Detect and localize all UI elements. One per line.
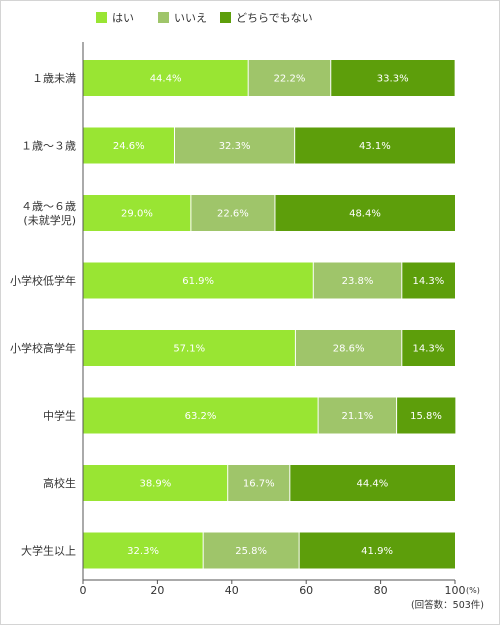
bar-1-0 [83, 127, 175, 164]
bar-6-0 [83, 465, 228, 501]
bar-value-label-4-2: 14.3% [413, 344, 445, 355]
category-label-1-0: １歳～３歳 [21, 140, 76, 153]
bars: 44.4% 22.2% 33.3% 24.6% 32.3% 43.1% 29.0% 22.6%… [83, 60, 456, 569]
legend-label-0: はい [112, 12, 134, 25]
response-count-note: (回答数：503件) [411, 599, 484, 611]
bar-7-2 [299, 532, 455, 569]
bar-value-label-5-2: 15.8% [410, 411, 442, 422]
category-label-0-0: １歳未満 [32, 72, 76, 85]
bar-value-label-7-1: 25.8% [235, 546, 267, 557]
bar-value-label-5-1: 21.1% [341, 411, 373, 422]
bar-value-label-0-2: 33.3% [377, 74, 409, 85]
bar-3-0 [83, 262, 314, 299]
legend-swatch-0 [96, 12, 107, 23]
bar-1-1 [174, 127, 295, 164]
bar-5-1 [318, 397, 397, 434]
bar-4-2 [401, 330, 455, 366]
bar-value-label-3-1: 23.8% [342, 276, 374, 287]
bar-4-0 [83, 330, 296, 366]
bar-6-2 [289, 465, 455, 501]
bar-value-label-1-1: 32.3% [219, 141, 251, 152]
bar-2-1 [190, 195, 275, 231]
legend-swatch-1 [158, 12, 169, 23]
category-label-2-1: (未就学児) [23, 213, 76, 227]
bar-value-label-3-2: 14.3% [413, 276, 445, 287]
bar-value-label-5-0: 63.2% [185, 411, 217, 422]
bar-value-label-2-2: 48.4% [349, 209, 381, 220]
bar-4-1 [295, 330, 402, 366]
bar-value-label-4-0: 57.1% [173, 344, 205, 355]
x-unit-label: (%) [466, 586, 480, 595]
x-tick-label-2: 40 [225, 584, 239, 597]
legend-label-2: どちらでもない [236, 12, 313, 25]
bar-0-1 [248, 60, 331, 96]
bar-value-label-6-0: 38.9% [139, 479, 171, 490]
category-labels: １歳未満 １歳～３歳 ４歳～６歳(未就学児) 小学校低学年小学校高学年中学生高校生大学… [10, 72, 76, 558]
category-label-3-0: 小学校低学年 [10, 274, 76, 288]
x-tick-label-0: 0 [80, 584, 87, 597]
bar-0-0 [83, 60, 249, 96]
bar-value-label-0-0: 44.4% [150, 74, 182, 85]
bar-value-label-7-2: 41.9% [361, 546, 393, 557]
category-label-4-0: 小学校高学年 [10, 341, 76, 355]
bar-7-0 [83, 532, 204, 569]
bar-5-2 [396, 397, 456, 434]
bar-value-label-1-0: 24.6% [113, 141, 145, 152]
bar-7-1 [203, 532, 300, 569]
bar-1-2 [294, 127, 455, 164]
bar-value-label-3-0: 61.9% [182, 276, 214, 287]
x-tick-label-3: 60 [299, 584, 313, 597]
bar-value-label-4-1: 28.6% [333, 344, 365, 355]
legend: はい いいえ どちらでもない [96, 12, 313, 25]
legend-swatch-2 [220, 12, 231, 23]
x-tick-label-1: 20 [150, 584, 164, 597]
bar-0-2 [330, 60, 455, 96]
bar-value-label-6-2: 44.4% [357, 479, 389, 490]
category-label-7-0: 大学生以上 [21, 544, 76, 558]
bar-5-0 [83, 397, 319, 434]
bar-value-label-1-2: 43.1% [359, 141, 391, 152]
bar-value-label-2-0: 29.0% [121, 209, 153, 220]
x-tick-label-5: 100 [445, 584, 466, 597]
bar-2-0 [83, 195, 191, 231]
bar-2-2 [274, 195, 455, 231]
category-label-6-0: 高校生 [43, 476, 76, 490]
x-tick-label-4: 80 [374, 584, 388, 597]
bar-value-label-2-1: 22.6% [217, 209, 249, 220]
legend-label-1: いいえ [174, 12, 207, 25]
bar-value-label-0-1: 22.2% [274, 74, 306, 85]
bar-value-label-6-1: 16.7% [243, 479, 275, 490]
bar-value-label-7-0: 32.3% [127, 546, 159, 557]
x-axis: 0 20 40 60 80 100 (%) (回答数：503件) [80, 42, 484, 611]
category-label-2-0: ４歳～６歳 [21, 200, 76, 213]
bar-6-1 [227, 465, 290, 501]
bar-3-1 [313, 262, 402, 299]
category-label-5-0: 中学生 [43, 409, 76, 423]
bar-3-2 [401, 262, 455, 299]
